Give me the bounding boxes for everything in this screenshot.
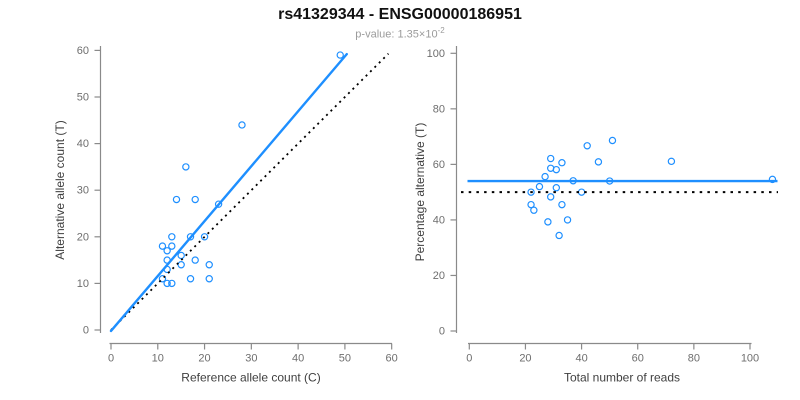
data-point: [214, 200, 223, 208]
y-tick-label: 60: [77, 45, 89, 57]
x-tick-label: 10: [152, 353, 164, 365]
x-tick-label: 0: [108, 353, 114, 365]
y-axis-title: Percentage alternative (T): [413, 123, 427, 262]
y-tick-label: 10: [77, 278, 89, 290]
y-tick-label: 80: [433, 103, 445, 115]
p-value-subtitle: p-value: 1.35×10-2: [0, 26, 800, 41]
x-tick-label: 100: [741, 353, 759, 365]
data-point: [544, 218, 552, 226]
identity-line: [110, 53, 390, 331]
x-tick-label: 30: [245, 353, 257, 365]
chart-title: rs41329344 - ENSG00000186951: [278, 6, 522, 23]
x-tick-label: 80: [688, 353, 700, 365]
data-point: [583, 142, 591, 150]
data-point: [205, 275, 213, 283]
x-tick-label: 20: [519, 353, 531, 365]
data-point: [563, 216, 572, 224]
data-point: [667, 157, 676, 166]
y-tick-label: 20: [77, 231, 89, 243]
data-point: [158, 242, 167, 250]
data-point: [158, 275, 167, 283]
data-point: [200, 233, 209, 241]
y-tick-label: 100: [427, 48, 445, 60]
data-point: [577, 188, 586, 196]
x-tick-label: 20: [198, 353, 210, 365]
x-tick-label: 0: [466, 353, 472, 365]
data-point: [186, 233, 195, 241]
data-point: [172, 195, 181, 204]
data-point: [535, 182, 544, 191]
data-point: [547, 193, 555, 201]
x-tick-label: 60: [632, 353, 644, 365]
data-point: [527, 188, 535, 196]
data-point: [168, 233, 176, 241]
data-point: [527, 200, 535, 209]
y-axis-title: Alternative allele count (T): [53, 120, 67, 259]
x-tick-label: 50: [339, 353, 351, 365]
data-point: [558, 159, 566, 167]
x-axis-title: Total number of reads: [564, 371, 680, 385]
data-point: [163, 247, 171, 255]
data-point: [555, 231, 563, 240]
x-tick-label: 60: [386, 353, 398, 365]
data-point: [547, 154, 555, 163]
y-tick-label: 60: [433, 159, 445, 171]
y-tick-label: 30: [77, 185, 89, 197]
data-point: [177, 261, 185, 269]
x-tick-label: 40: [292, 353, 304, 365]
percentage-scatter-panel: 0 20 40 60 80 100 0 20 40 60 80 100 Total number of …: [413, 46, 778, 385]
data-point: [552, 184, 561, 192]
data-point: [768, 175, 777, 184]
y-tick-label: 50: [77, 92, 89, 104]
data-point: [608, 136, 617, 145]
data-point: [168, 242, 176, 250]
data-point: [552, 165, 561, 174]
data-point: [182, 163, 190, 171]
data-point: [594, 158, 603, 166]
x-axis-title: Reference allele count (C): [181, 371, 320, 385]
y-tick-label: 40: [77, 138, 89, 150]
data-point: [541, 172, 549, 181]
y-tick-label: 40: [433, 214, 445, 226]
data-point: [163, 279, 171, 288]
regression-line: [109, 52, 348, 333]
data-point: [238, 121, 246, 129]
data-point: [191, 195, 199, 204]
data-point: [186, 275, 195, 283]
data-point: [558, 200, 566, 209]
p-value-exponent: -2: [437, 26, 445, 35]
data-point: [205, 261, 213, 269]
y-tick-label: 20: [433, 270, 445, 282]
y-tick-label: 0: [439, 326, 445, 338]
data-points: [158, 51, 344, 288]
data-point: [168, 279, 176, 288]
data-point: [530, 206, 538, 214]
data-point: [177, 251, 185, 260]
data-points: [527, 136, 777, 240]
p-value-text: p-value: 1.35×10: [355, 28, 438, 41]
x-tick-label: 40: [575, 353, 587, 365]
allele-count-scatter-panel: 0 10 20 30 40 50 60 0 10 20 30 40 50 60 Reference alle…: [53, 45, 398, 385]
data-point: [191, 256, 199, 264]
y-tick-label: 0: [83, 325, 89, 337]
data-point: [336, 51, 344, 59]
